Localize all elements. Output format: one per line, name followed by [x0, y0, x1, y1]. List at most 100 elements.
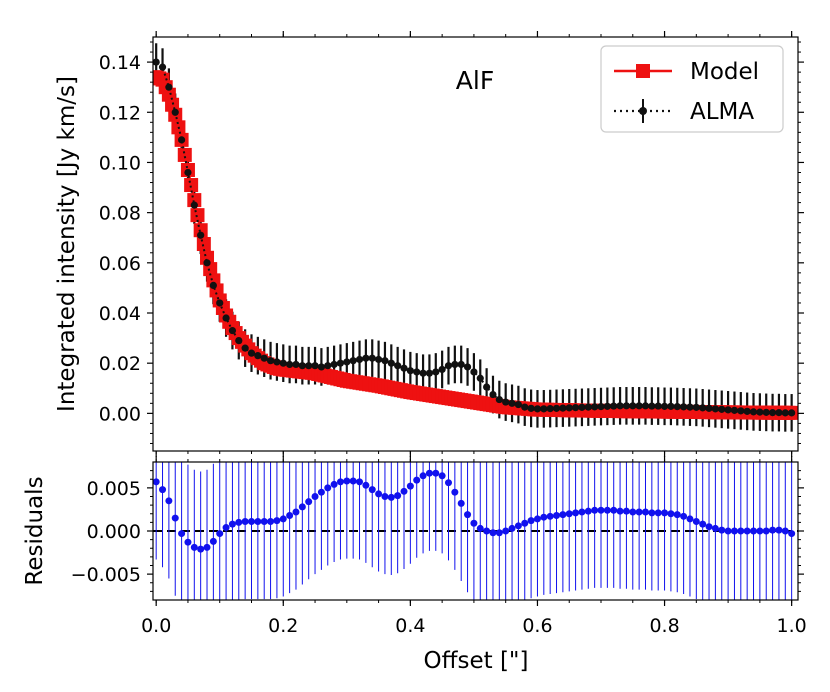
model-marker — [184, 178, 199, 193]
alma-point — [425, 369, 434, 377]
residual-point — [190, 543, 198, 551]
alma-point — [565, 404, 573, 412]
top-panel-frame — [152, 36, 799, 452]
legend-alma-marker — [639, 107, 647, 115]
residual-point — [673, 511, 681, 519]
residual-point — [495, 529, 503, 537]
alma-point — [317, 363, 325, 371]
alma-point — [705, 404, 713, 412]
alma-point — [292, 360, 300, 369]
alma-point — [584, 403, 592, 411]
residual-point — [591, 506, 599, 514]
residual-point — [153, 478, 160, 486]
residual-point — [483, 527, 491, 535]
alma-point — [648, 402, 656, 410]
top-y-tick-label: 0.12 — [99, 102, 141, 124]
residual-point — [711, 524, 719, 532]
alma-point — [508, 399, 516, 407]
residual-point — [235, 518, 243, 526]
top-y-tick-label: 0.02 — [99, 353, 141, 375]
residual-point — [622, 507, 630, 515]
alma-point — [673, 402, 681, 411]
residual-point — [387, 493, 395, 501]
residual-point — [718, 526, 726, 534]
residual-point — [292, 508, 300, 516]
residual-point — [159, 486, 167, 494]
line-annotation: AlF — [456, 66, 494, 95]
alma-point — [521, 403, 529, 411]
alma-point — [622, 402, 631, 410]
residual-point — [356, 478, 364, 486]
residual-point — [610, 506, 618, 514]
bottom-axes: −0.005 0.000 0.005 0.0 0.2 0.4 0.6 0.8 1.0 — [71, 456, 807, 637]
residual-point — [400, 487, 408, 495]
alma-point — [718, 405, 726, 413]
residual-point — [680, 512, 688, 520]
alma-point — [216, 299, 224, 307]
model-marker — [177, 147, 192, 162]
residual-point — [743, 527, 751, 535]
residual-point — [406, 482, 414, 490]
alma-point — [667, 402, 675, 410]
top-y-tick-label: 0.00 — [99, 403, 141, 425]
residual-point — [641, 508, 649, 516]
residual-point — [756, 527, 764, 535]
alma-point — [374, 355, 383, 364]
top-axes: 0.00 0.02 0.04 0.06 0.08 0.10 0.12 0.14 — [99, 31, 804, 457]
residual-point — [247, 518, 255, 526]
residual-point — [750, 527, 758, 535]
alma-point — [266, 357, 275, 365]
alma-point — [349, 357, 357, 365]
residual-point — [648, 509, 656, 517]
alma-point — [641, 402, 650, 410]
top-y-tick-label: 0.04 — [99, 303, 141, 325]
alma-point — [533, 405, 542, 413]
alma-point — [235, 337, 243, 345]
alma-point — [578, 403, 586, 411]
residual-point — [692, 518, 700, 526]
top-y-tick-label: 0.14 — [99, 52, 141, 74]
alma-point — [502, 398, 510, 406]
residual-point — [699, 520, 707, 528]
x-tick-label: 1.0 — [777, 615, 807, 637]
alma-point — [552, 404, 561, 412]
residual-point — [171, 514, 179, 522]
residual-point — [546, 512, 554, 520]
alma-point — [470, 368, 478, 376]
alma-point — [273, 358, 281, 366]
residual-point — [769, 526, 777, 534]
residual-point — [222, 524, 230, 532]
model-marker — [190, 208, 205, 223]
residual-point — [502, 527, 510, 535]
alma-point — [788, 409, 796, 417]
alma-point — [330, 360, 338, 369]
residual-point — [419, 472, 427, 480]
model-marker — [200, 250, 215, 265]
alma-point — [177, 136, 186, 144]
alma-point — [540, 405, 548, 413]
alma-point — [737, 407, 745, 415]
alma-point — [355, 355, 364, 364]
x-tick-label: 0.4 — [395, 615, 425, 637]
alma-point — [476, 374, 484, 382]
x-axis-title: Offset ["] — [424, 648, 529, 674]
alma-point — [387, 359, 395, 367]
residual-point — [311, 493, 319, 500]
alma-point — [514, 400, 522, 409]
alma-point — [279, 359, 287, 367]
alma-point — [343, 358, 351, 366]
residual-point — [788, 530, 796, 538]
alma-point — [495, 395, 503, 404]
x-tick-label: 0.8 — [649, 615, 679, 637]
residual-point — [508, 524, 516, 532]
top-y-tick-label: 0.06 — [99, 253, 141, 275]
residual-point — [629, 508, 637, 516]
alma-point — [153, 58, 160, 66]
alma-point — [311, 362, 319, 370]
residual-point — [775, 526, 783, 534]
legend-model-label: Model — [690, 59, 759, 85]
alma-point — [190, 201, 198, 209]
alma-point — [158, 63, 167, 71]
residual-point — [368, 486, 376, 494]
alma-point — [686, 403, 694, 411]
